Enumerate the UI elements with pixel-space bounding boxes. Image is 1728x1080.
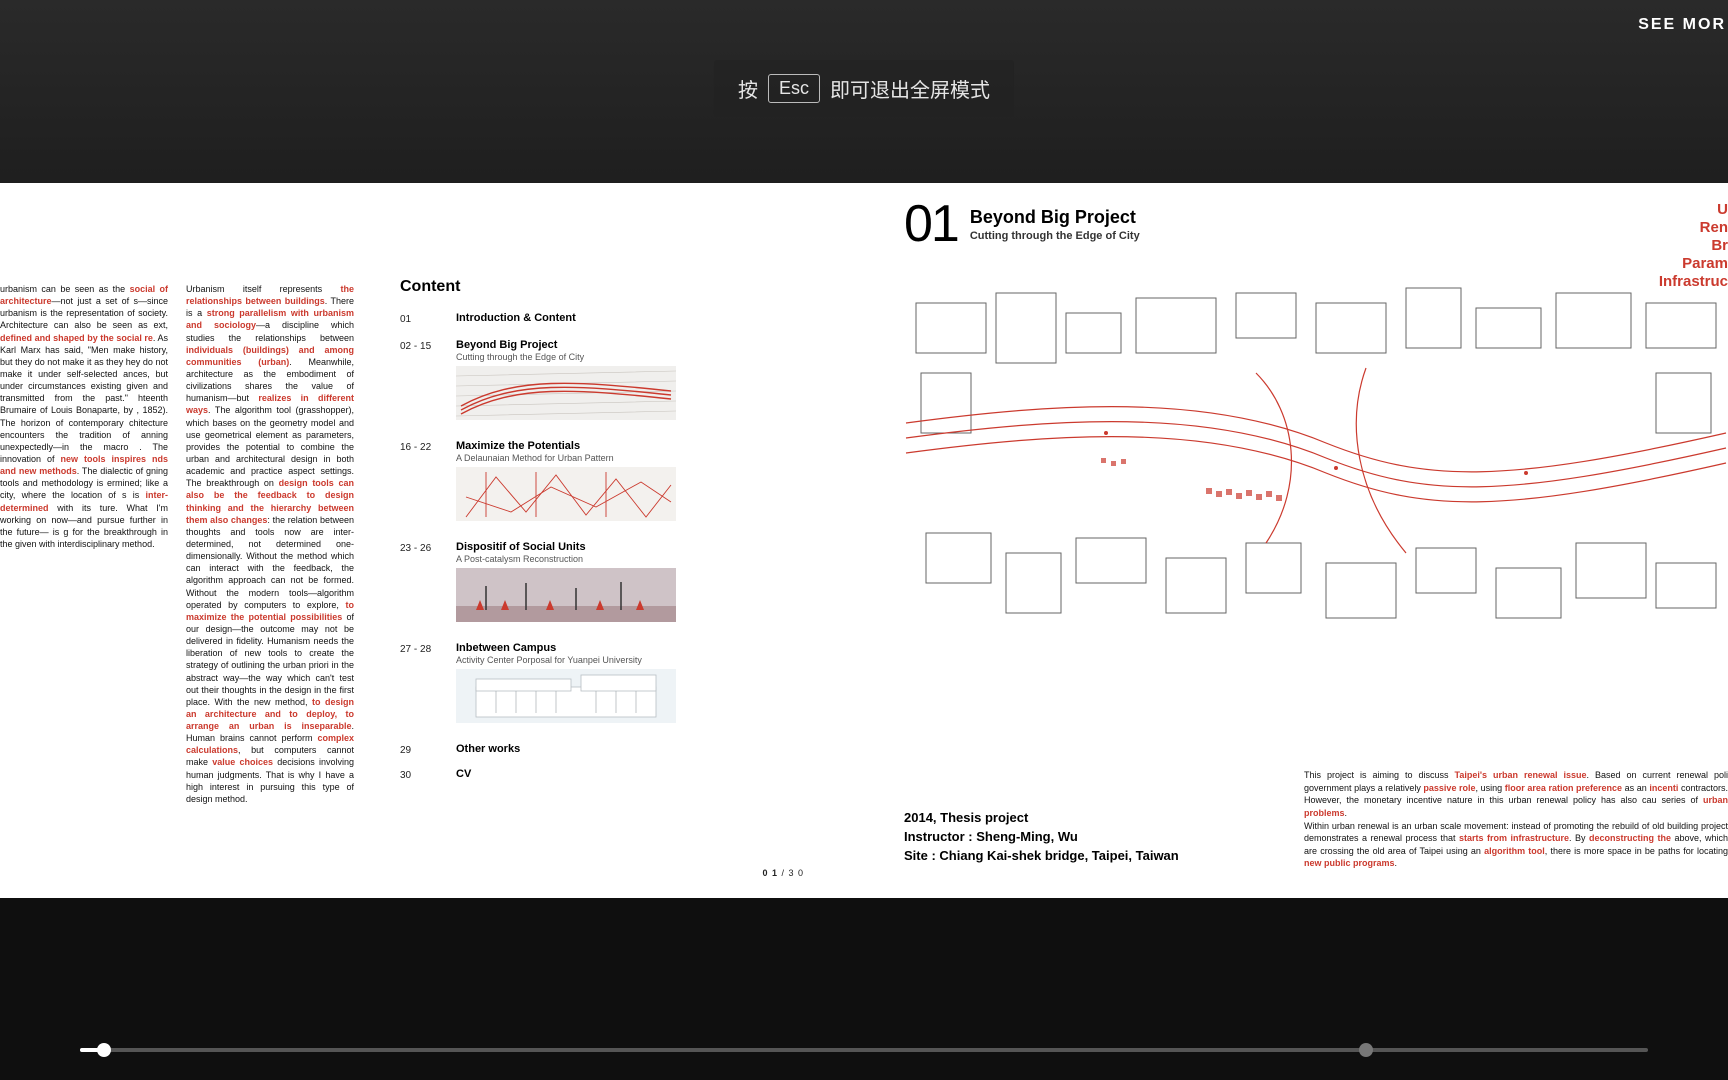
project-meta-line: 2014, Thesis project	[904, 809, 1244, 828]
toc-sub: Cutting through the Edge of City	[456, 352, 840, 362]
toc-sub: Activity Center Porposal for Yuanpei Uni…	[456, 655, 840, 665]
page-right: 01 Beyond Big Project Cutting through th…	[864, 183, 1728, 898]
project-meta-line: Instructor : Sheng-Ming, Wu	[904, 828, 1244, 847]
toc-row: 01Introduction & Content	[400, 312, 840, 325]
esc-suffix: 即可退出全屏模式	[830, 74, 990, 103]
scrubber-end-marker[interactable]	[1359, 1043, 1373, 1057]
toc-label: Maximize the Potentials	[456, 440, 840, 452]
toc-label: Inbetween Campus	[456, 642, 840, 654]
toc-body: Other works	[456, 743, 840, 755]
page-left: urbanism can be seen as the social of ar…	[0, 183, 864, 898]
scrubber-thumb[interactable]	[97, 1043, 111, 1057]
toc-label: Introduction & Content	[456, 312, 840, 324]
intro-col-2: Urbanism itself represents the relations…	[186, 283, 354, 805]
toc-thumb	[456, 366, 676, 420]
content-title: Content	[400, 278, 840, 296]
toc-body: Beyond Big ProjectCutting through the Ed…	[456, 339, 840, 434]
toc-row: 30CV	[400, 768, 840, 781]
intro-col-1: urbanism can be seen as the social of ar…	[0, 283, 168, 805]
toc-pages: 23 - 26	[400, 541, 456, 554]
project-meta: 2014, Thesis projectInstructor : Sheng-M…	[904, 809, 1244, 866]
toc-list: 01Introduction & Content 02 - 15Beyond Bi…	[400, 312, 840, 793]
project-description: This project is aiming to discuss Taipei…	[1304, 769, 1728, 870]
project-header: 01 Beyond Big Project Cutting through th…	[904, 201, 1140, 248]
toc-row: 02 - 15Beyond Big ProjectCutting through…	[400, 339, 840, 434]
project-tag: U	[1659, 201, 1728, 219]
toc-body: Inbetween CampusActivity Center Porposal…	[456, 642, 840, 737]
toc-body: Dispositif of Social UnitsA Post-catalys…	[456, 541, 840, 636]
toc-row: 23 - 26Dispositif of Social UnitsA Post-…	[400, 541, 840, 636]
toc-body: CV	[456, 768, 840, 780]
esc-hint-bar: 按 Esc 即可退出全屏模式	[714, 60, 1014, 117]
see-more-link[interactable]: SEE MOR	[1638, 16, 1728, 34]
toc-row: 27 - 28Inbetween CampusActivity Center P…	[400, 642, 840, 737]
toc-pages: 30	[400, 768, 456, 781]
toc-pages: 02 - 15	[400, 339, 456, 352]
toc-thumb	[456, 669, 676, 723]
project-number: 01	[904, 201, 958, 248]
esc-prefix: 按	[738, 74, 758, 103]
toc-thumb	[456, 568, 676, 622]
toc-label: Other works	[456, 743, 840, 755]
toc-pages: 29	[400, 743, 456, 756]
content-block: Content 01Introduction & Content 02 - 15B…	[400, 278, 840, 793]
project-tag: Br	[1659, 237, 1728, 255]
toc-label: Dispositif of Social Units	[456, 541, 840, 553]
intro-columns: urbanism can be seen as the social of ar…	[0, 283, 354, 805]
project-tag: Ren	[1659, 219, 1728, 237]
toc-label: CV	[456, 768, 840, 780]
page-number: 0 1 / 3 0	[762, 868, 804, 878]
site-plan-svg	[904, 283, 1728, 653]
progress-scrubber[interactable]	[80, 1048, 1648, 1052]
toc-pages: 27 - 28	[400, 642, 456, 655]
toc-thumb	[456, 467, 676, 521]
toc-row: 16 - 22Maximize the PotentialsA Delaunai…	[400, 440, 840, 535]
toc-pages: 16 - 22	[400, 440, 456, 453]
toc-pages: 01	[400, 312, 456, 325]
page-number-total: / 3 0	[781, 868, 804, 878]
document-spread[interactable]: urbanism can be seen as the social of ar…	[0, 183, 1728, 898]
project-tag: Param	[1659, 255, 1728, 273]
toc-body: Introduction & Content	[456, 312, 840, 324]
site-plan-map	[904, 283, 1728, 653]
toc-body: Maximize the PotentialsA Delaunaian Meth…	[456, 440, 840, 535]
project-meta-line: Site : Chiang Kai-shek bridge, Taipei, T…	[904, 847, 1244, 866]
esc-key-badge: Esc	[768, 74, 820, 103]
project-subtitle: Cutting through the Edge of City	[970, 230, 1140, 242]
toc-row: 29Other works	[400, 743, 840, 756]
project-title: Beyond Big Project	[970, 207, 1140, 228]
toc-sub: A Delaunaian Method for Urban Pattern	[456, 453, 840, 463]
toc-sub: A Post-catalysm Reconstruction	[456, 554, 840, 564]
project-tags: URenBrParamInfrastruc	[1659, 201, 1728, 291]
toc-label: Beyond Big Project	[456, 339, 840, 351]
fullscreen-viewer: SEE MOR 按 Esc 即可退出全屏模式 urbanism can be s…	[0, 0, 1728, 1080]
page-number-current: 0 1	[762, 868, 778, 878]
